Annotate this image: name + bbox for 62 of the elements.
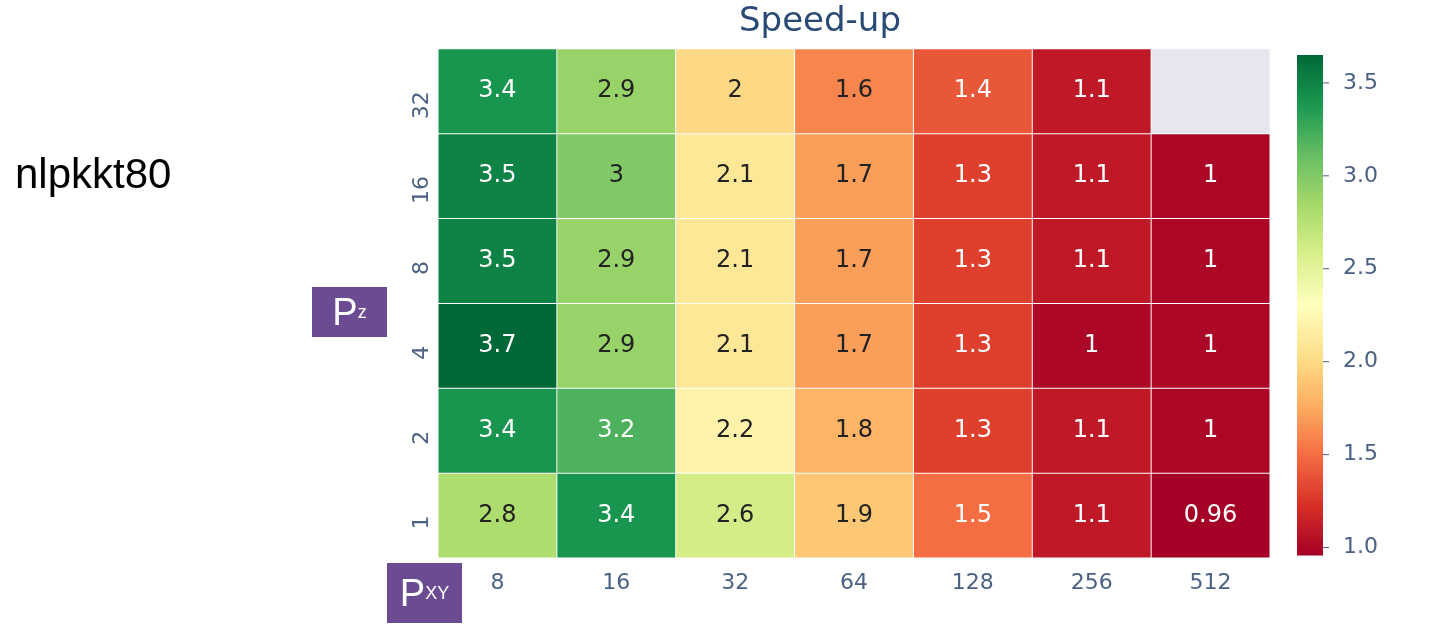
data-label: 1 [1202,414,1219,443]
data-label: 1.8 [834,414,874,443]
data-label: 2 [727,75,743,104]
data-label: 3.7 [478,330,517,359]
data-label: 2.9 [597,245,636,274]
data-label: 1.3 [953,330,992,359]
color-bar-label: 2.5 [1343,254,1378,280]
data-label: 2.8 [478,499,517,528]
data-label: 1.6 [834,75,874,104]
data-label: 2.2 [716,414,755,443]
x-tick-label: 16 [602,568,631,594]
data-label: 1.7 [834,245,874,274]
data-label: 3 [608,160,624,189]
color-bar-label: 3.5 [1343,68,1378,94]
data-label: 2.1 [716,330,755,359]
data-label: 1 [1202,330,1219,359]
data-label: 2.9 [597,75,636,104]
data-label: 0.96 [1183,499,1238,528]
data-label: 1.1 [1072,245,1111,274]
data-label: 1 [1084,330,1100,359]
y-tick-label: 1 [407,515,433,530]
color-bar-label: 1.5 [1343,440,1378,466]
chart-title: Speed-up [739,0,901,40]
data-label: 3.5 [478,160,517,189]
y-tick-label: 32 [407,91,433,120]
data-label: 1.7 [834,160,874,189]
data-label: 1 [1202,245,1219,274]
data-label: 3.4 [478,414,517,443]
data-label: 1.1 [1072,499,1111,528]
data-label: 1.1 [1072,160,1111,189]
y-tick-label: 8 [407,260,433,275]
x-tick-label: 32 [721,568,750,594]
data-label: 1.3 [953,245,992,274]
text: nlpkkt80 [15,150,172,198]
x-tick-label: 512 [1189,568,1232,594]
x-tick-label: 64 [840,568,868,594]
data-label: 1.3 [953,160,992,189]
data-label: 2.9 [597,330,636,359]
data-label: 3.2 [597,414,636,443]
color-bar-label: 1.0 [1343,533,1378,559]
data-label: 1.4 [953,75,992,104]
y-tick-label: 2 [407,430,433,445]
data-label: 1.7 [834,330,874,359]
data-label: 3.4 [478,75,517,104]
color-bar-label: 2.0 [1343,347,1378,373]
data-label: 1.3 [953,414,992,443]
y-tick-label: 4 [407,345,433,360]
data-label: 2.1 [716,160,755,189]
data-label: 1.9 [834,499,874,528]
data-label: 3.4 [597,499,636,528]
y-tick-label: 16 [407,176,433,205]
data-label: 2.1 [716,245,755,274]
x-tick-label: 128 [951,568,994,594]
data-label: 1 [1202,160,1219,189]
data-label: 1.1 [1072,414,1111,443]
x-tick-label: 256 [1070,568,1113,594]
data-label: 3.5 [478,245,517,274]
data-label: 1.1 [1072,75,1111,104]
x-tick-label: 8 [490,568,505,594]
data-label: 2.6 [716,499,755,528]
color-bar-label: 3.0 [1343,161,1378,187]
data-label: 1.5 [953,499,992,528]
